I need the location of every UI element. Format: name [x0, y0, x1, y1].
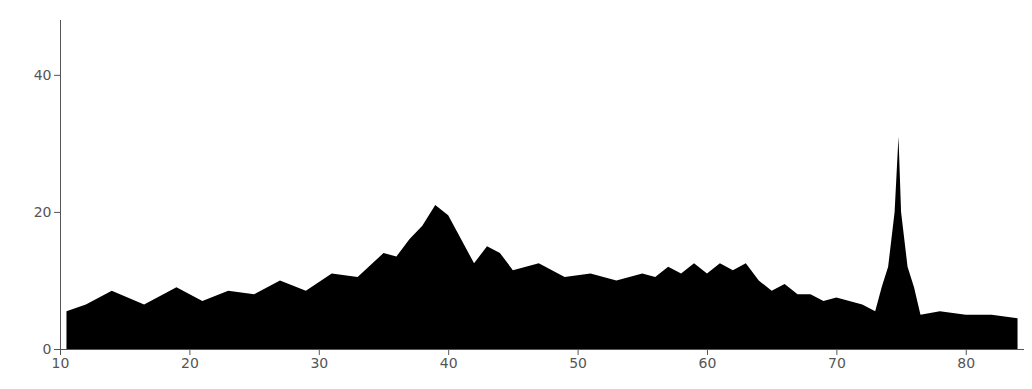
- svg-text:70: 70: [828, 355, 846, 371]
- svg-text:30: 30: [310, 355, 328, 371]
- svg-text:20: 20: [181, 355, 199, 371]
- svg-text:50: 50: [569, 355, 587, 371]
- svg-text:0: 0: [43, 341, 52, 357]
- svg-text:10: 10: [52, 355, 70, 371]
- svg-text:60: 60: [699, 355, 717, 371]
- svg-text:40: 40: [440, 355, 458, 371]
- svg-text:40: 40: [34, 67, 52, 83]
- svg-text:20: 20: [34, 204, 52, 220]
- svg-text:80: 80: [957, 355, 975, 371]
